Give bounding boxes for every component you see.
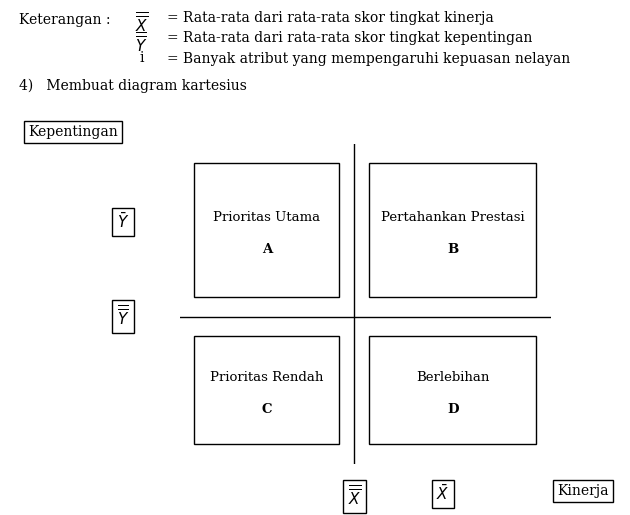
Text: $\overline{\overline{Y}}$: $\overline{\overline{Y}}$ [117,304,129,329]
FancyBboxPatch shape [195,163,340,298]
Text: = Banyak atribut yang mempengaruhi kepuasan nelayan: = Banyak atribut yang mempengaruhi kepua… [167,52,570,65]
Text: Pertahankan Prestasi: Pertahankan Prestasi [381,211,525,224]
FancyBboxPatch shape [369,163,536,298]
Text: 4)   Membuat diagram kartesius: 4) Membuat diagram kartesius [19,78,247,93]
FancyBboxPatch shape [369,336,536,444]
Text: $\overline{\overline{X}}$: $\overline{\overline{X}}$ [135,11,149,36]
Text: C: C [261,403,272,416]
Text: Prioritas Utama: Prioritas Utama [214,211,321,224]
Text: i: i [140,52,144,65]
Text: Berlebihan: Berlebihan [416,371,490,384]
Text: $\overline{\overline{Y}}$: $\overline{\overline{Y}}$ [135,31,148,55]
Text: Kepentingan: Kepentingan [28,125,118,139]
Text: = Rata-rata dari rata-rata skor tingkat kepentingan: = Rata-rata dari rata-rata skor tingkat … [167,31,532,45]
Text: D: D [447,403,459,416]
FancyBboxPatch shape [195,336,340,444]
Text: Kinerja: Kinerja [558,484,609,498]
Text: A: A [262,243,272,256]
Text: $\overline{\overline{X}}$: $\overline{\overline{X}}$ [348,484,361,508]
Text: = Rata-rata dari rata-rata skor tingkat kinerja: = Rata-rata dari rata-rata skor tingkat … [167,11,494,25]
Text: B: B [447,243,459,256]
Text: Prioritas Rendah: Prioritas Rendah [210,371,324,384]
Text: $\bar{Y}$: $\bar{Y}$ [117,212,129,231]
Text: Keterangan :: Keterangan : [19,13,110,27]
Text: $\bar{X}$: $\bar{X}$ [436,484,450,503]
